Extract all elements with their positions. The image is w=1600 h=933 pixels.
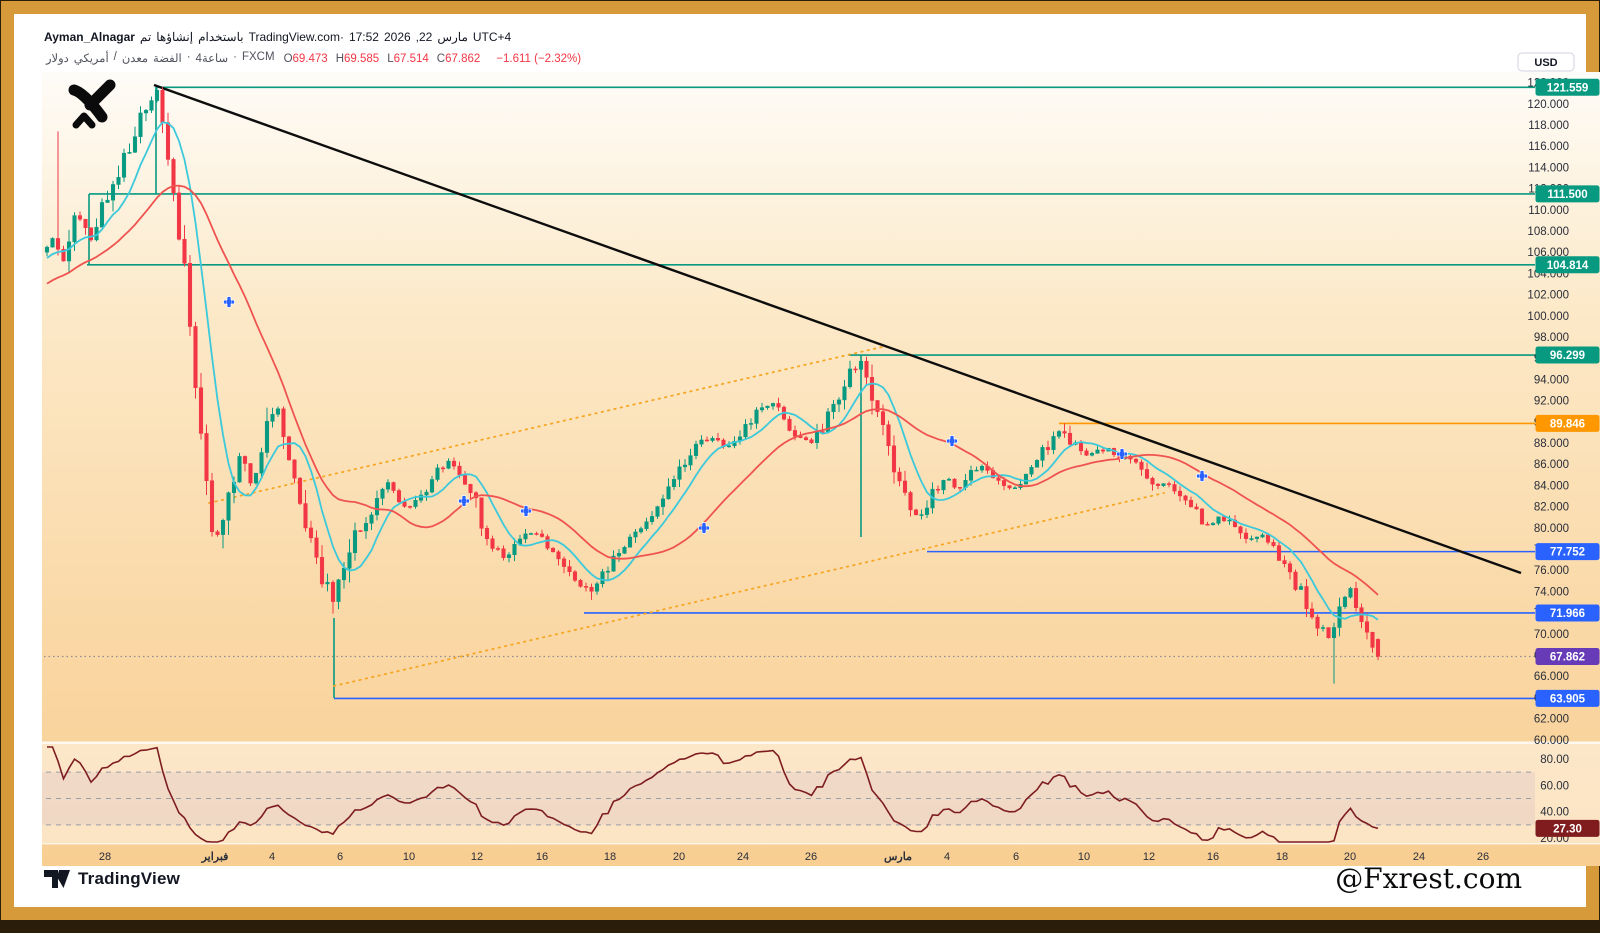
svg-text:16: 16 [1207, 851, 1219, 863]
svg-text:108.000: 108.000 [1527, 226, 1569, 238]
tradingview-logo-icon [44, 869, 71, 889]
svg-text:20: 20 [673, 851, 685, 863]
svg-text:40.00: 40.00 [1540, 807, 1569, 819]
svg-text:4: 4 [269, 851, 275, 863]
svg-text:77.752: 77.752 [1550, 547, 1585, 559]
svg-text:100.000: 100.000 [1527, 311, 1569, 323]
svg-text:26: 26 [805, 851, 817, 863]
svg-text:89.846: 89.846 [1550, 418, 1585, 430]
svg-text:12: 12 [471, 851, 483, 863]
svg-text:74.000: 74.000 [1534, 586, 1569, 598]
svg-text:16: 16 [536, 851, 548, 863]
svg-text:92.000: 92.000 [1534, 396, 1569, 408]
svg-text:70.000: 70.000 [1534, 629, 1569, 641]
svg-text:94.000: 94.000 [1534, 374, 1569, 386]
svg-text:18: 18 [1276, 851, 1288, 863]
svg-text:88.000: 88.000 [1534, 438, 1569, 450]
svg-text:27.30: 27.30 [1553, 823, 1582, 835]
svg-text:111.500: 111.500 [1547, 189, 1587, 201]
svg-text:110.000: 110.000 [1528, 205, 1569, 217]
svg-text:86.000: 86.000 [1534, 459, 1569, 471]
svg-text:67.862: 67.862 [1550, 651, 1585, 663]
svg-text:114.000: 114.000 [1528, 162, 1569, 174]
svg-text:60.000: 60.000 [1534, 735, 1569, 747]
svg-text:6: 6 [1013, 851, 1019, 863]
svg-text:116.000: 116.000 [1528, 141, 1569, 153]
svg-text:6: 6 [337, 851, 343, 863]
svg-text:فبراير: فبراير [201, 851, 229, 863]
svg-text:60.00: 60.00 [1540, 780, 1569, 792]
svg-text:102.000: 102.000 [1527, 290, 1569, 302]
svg-text:80.000: 80.000 [1534, 523, 1569, 535]
svg-text:18: 18 [604, 851, 616, 863]
svg-text:120.000: 120.000 [1527, 99, 1569, 111]
svg-text:71.966: 71.966 [1550, 608, 1585, 620]
svg-text:24: 24 [737, 851, 749, 863]
tradingview-logo: TradingView [44, 869, 180, 889]
price-chart[interactable]: 60.00062.00064.00066.00068.00070.00072.0… [14, 14, 1600, 933]
svg-text:98.000: 98.000 [1534, 332, 1569, 344]
svg-text:66.000: 66.000 [1534, 671, 1569, 683]
svg-text:USD: USD [1534, 57, 1557, 69]
svg-text:63.905: 63.905 [1550, 693, 1586, 705]
currency-unit-button[interactable]: USD [1518, 53, 1574, 71]
fxrest-watermark: @Fxrest.com [1335, 862, 1522, 895]
svg-text:10: 10 [1078, 851, 1090, 863]
svg-text:28: 28 [99, 851, 111, 863]
svg-text:62.000: 62.000 [1534, 714, 1569, 726]
svg-text:80.00: 80.00 [1540, 754, 1569, 766]
svg-text:4: 4 [944, 851, 950, 863]
svg-text:118.000: 118.000 [1528, 120, 1569, 132]
rsi-pane-background [42, 742, 1600, 845]
svg-text:104.814: 104.814 [1547, 260, 1589, 272]
tradingview-logo-text: TradingView [78, 869, 180, 889]
svg-text:10: 10 [403, 851, 415, 863]
svg-text:96.299: 96.299 [1550, 350, 1585, 362]
svg-text:12: 12 [1143, 851, 1155, 863]
svg-text:82.000: 82.000 [1534, 502, 1569, 514]
svg-text:76.000: 76.000 [1534, 565, 1569, 577]
svg-text:84.000: 84.000 [1534, 480, 1569, 492]
svg-text:مارس: مارس [884, 851, 912, 863]
svg-text:121.559: 121.559 [1547, 82, 1589, 94]
